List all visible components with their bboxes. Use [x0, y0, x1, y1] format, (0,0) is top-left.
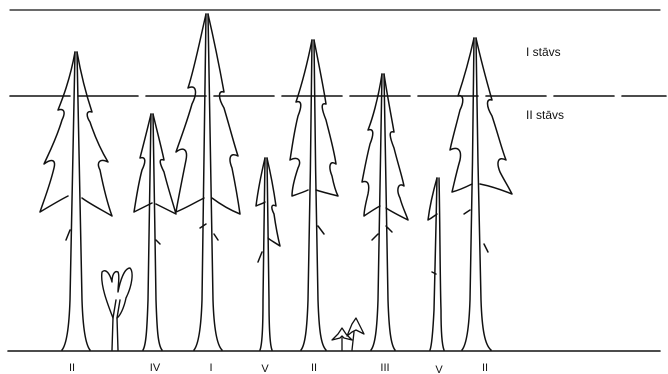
tree-class-label: IV: [150, 362, 161, 374]
tree-4: [255, 157, 281, 351]
tree-class-label: II: [482, 362, 488, 374]
shrub: [100, 267, 133, 351]
tree-5: [289, 39, 339, 351]
seedlings: [331, 317, 365, 351]
tree-class-label: III: [380, 362, 389, 374]
tree-class-label: V: [435, 364, 443, 374]
tree-class-label: II: [69, 362, 75, 374]
tree-class-label: V: [261, 363, 269, 374]
tree-1: [39, 51, 113, 351]
tree-8: [449, 37, 513, 351]
tree-2: [133, 113, 177, 351]
tree-class-label: II: [311, 362, 317, 374]
tree-3: [175, 13, 241, 351]
layer-label-top: I stāvs: [526, 45, 561, 59]
tree-7: [427, 177, 445, 351]
tree-6: [361, 73, 409, 351]
layer-label-second: II stāvs: [526, 108, 564, 122]
tree-class-label: I: [209, 362, 212, 374]
